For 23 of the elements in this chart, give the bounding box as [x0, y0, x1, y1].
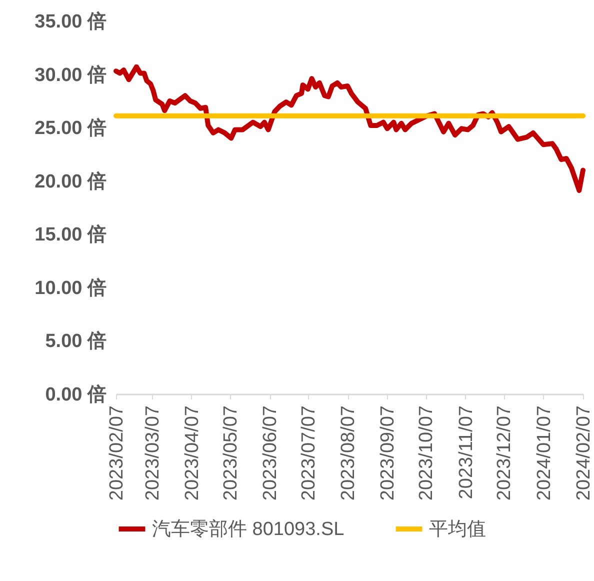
- x-tick-label: 2023/02/07: [106, 406, 128, 501]
- y-tick-label: 30.00 倍: [34, 64, 106, 86]
- y-tick-label: 5.00 倍: [45, 330, 106, 352]
- y-tick-label: 25.00 倍: [34, 117, 106, 140]
- y-tick-label: 10.00 倍: [34, 276, 106, 299]
- legend-label: 汽车零部件 801093.SL: [152, 518, 344, 540]
- x-tick-label: 2023/08/07: [338, 406, 360, 501]
- legend-label: 平均值: [429, 519, 486, 540]
- x-tick-label: 2023/07/07: [298, 406, 320, 501]
- x-tick-label: 2024/01/07: [534, 406, 555, 501]
- x-tick-label: 2023/03/07: [142, 406, 164, 501]
- x-tick-label: 2023/11/07: [456, 406, 477, 500]
- y-tick-label: 0.00 倍: [45, 384, 106, 406]
- y-tick-label: 35.00 倍: [34, 10, 106, 32]
- x-tick-label: 2023/09/07: [378, 406, 399, 501]
- x-tick-label: 2023/10/07: [416, 406, 438, 501]
- y-tick-label: 15.00 倍: [34, 224, 106, 246]
- x-tick-label: 2023/06/07: [260, 406, 282, 501]
- x-tick-label: 2023/12/07: [494, 406, 516, 501]
- x-tick-label: 2023/04/07: [182, 406, 203, 501]
- x-tick-label: 2024/02/07: [574, 406, 594, 501]
- x-tick-label: 2023/05/07: [220, 406, 242, 501]
- y-tick-label: 20.00 倍: [34, 170, 106, 192]
